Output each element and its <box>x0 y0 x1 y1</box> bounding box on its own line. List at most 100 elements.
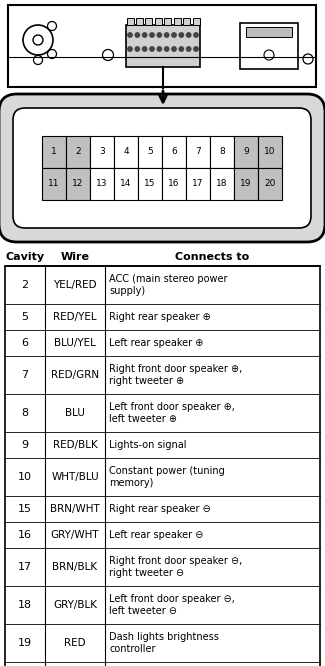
Text: 6: 6 <box>171 147 177 157</box>
Circle shape <box>164 33 169 37</box>
Text: Right rear speaker ⊕: Right rear speaker ⊕ <box>109 312 211 322</box>
Text: 6: 6 <box>21 338 29 348</box>
FancyBboxPatch shape <box>0 94 325 242</box>
Text: 19: 19 <box>18 638 32 648</box>
Text: 8: 8 <box>21 408 29 418</box>
Text: BLU/YEL: BLU/YEL <box>54 338 96 348</box>
Bar <box>90 136 114 168</box>
Text: RED: RED <box>64 638 86 648</box>
Bar <box>5 266 320 666</box>
Bar <box>186 168 210 200</box>
Text: 4: 4 <box>123 147 129 157</box>
Bar <box>66 168 90 200</box>
Circle shape <box>157 33 162 37</box>
Text: Right rear speaker ⊖: Right rear speaker ⊖ <box>109 504 211 514</box>
Text: 10: 10 <box>18 472 32 482</box>
Text: 12: 12 <box>72 180 84 188</box>
Text: 5: 5 <box>147 147 153 157</box>
Text: 9: 9 <box>21 440 29 450</box>
Text: Left front door speaker ⊕,
left tweeter ⊕: Left front door speaker ⊕, left tweeter … <box>109 402 235 424</box>
Bar <box>66 136 90 168</box>
Text: 7: 7 <box>195 147 201 157</box>
Bar <box>174 18 181 25</box>
Circle shape <box>142 47 147 51</box>
Text: RED/BLK: RED/BLK <box>53 440 98 450</box>
Text: 15: 15 <box>144 180 156 188</box>
Bar <box>114 136 138 168</box>
Bar <box>126 18 134 25</box>
Bar <box>210 168 234 200</box>
Text: 9: 9 <box>243 147 249 157</box>
Text: RED/GRN: RED/GRN <box>51 370 99 380</box>
Text: WHT/BLU: WHT/BLU <box>51 472 99 482</box>
Bar <box>114 168 138 200</box>
Text: 18: 18 <box>216 180 228 188</box>
Text: 1: 1 <box>51 147 57 157</box>
Circle shape <box>128 47 132 51</box>
Bar <box>162 136 186 168</box>
Bar <box>126 25 200 67</box>
Text: Cavity: Cavity <box>6 252 45 262</box>
Circle shape <box>150 47 154 51</box>
Bar <box>138 136 162 168</box>
Text: ACC (main stereo power
supply): ACC (main stereo power supply) <box>109 274 228 296</box>
Text: 14: 14 <box>120 180 132 188</box>
Text: 20: 20 <box>264 180 276 188</box>
Text: 18: 18 <box>18 600 32 610</box>
Text: 8: 8 <box>219 147 225 157</box>
Text: GRY/WHT: GRY/WHT <box>51 530 99 540</box>
Text: 15: 15 <box>18 504 32 514</box>
Bar <box>258 136 282 168</box>
Bar <box>234 136 258 168</box>
FancyBboxPatch shape <box>13 108 311 228</box>
Circle shape <box>179 33 184 37</box>
Circle shape <box>135 47 139 51</box>
Circle shape <box>187 47 191 51</box>
Text: Dash lights brightness
controller: Dash lights brightness controller <box>109 632 219 654</box>
Circle shape <box>194 47 198 51</box>
Text: Left front door speaker ⊖,
left tweeter ⊖: Left front door speaker ⊖, left tweeter … <box>109 594 235 616</box>
Bar <box>162 168 186 200</box>
Bar <box>183 18 190 25</box>
Bar <box>246 27 292 37</box>
Bar <box>240 23 298 69</box>
Bar <box>258 168 282 200</box>
Bar <box>210 136 234 168</box>
Text: 2: 2 <box>21 280 29 290</box>
Circle shape <box>157 47 162 51</box>
Bar <box>42 168 66 200</box>
Text: BRN/WHT: BRN/WHT <box>50 504 100 514</box>
Text: Left rear speaker ⊖: Left rear speaker ⊖ <box>109 530 203 540</box>
Bar <box>192 18 200 25</box>
Bar <box>138 168 162 200</box>
Circle shape <box>172 33 176 37</box>
Text: 3: 3 <box>99 147 105 157</box>
Circle shape <box>128 33 132 37</box>
Circle shape <box>142 33 147 37</box>
Text: 2: 2 <box>75 147 81 157</box>
Text: 10: 10 <box>264 147 276 157</box>
Text: 13: 13 <box>96 180 108 188</box>
Bar <box>186 136 210 168</box>
Text: 17: 17 <box>192 180 204 188</box>
Circle shape <box>179 47 184 51</box>
Text: Left rear speaker ⊕: Left rear speaker ⊕ <box>109 338 203 348</box>
Circle shape <box>194 33 198 37</box>
Circle shape <box>172 47 176 51</box>
Bar <box>145 18 152 25</box>
Text: 19: 19 <box>240 180 252 188</box>
Text: Connects to: Connects to <box>176 252 250 262</box>
Bar <box>8 5 316 87</box>
Circle shape <box>164 47 169 51</box>
Text: YEL/RED: YEL/RED <box>53 280 97 290</box>
Text: Constant power (tuning
memory): Constant power (tuning memory) <box>109 466 225 488</box>
Bar <box>90 168 114 200</box>
Text: RED/YEL: RED/YEL <box>53 312 97 322</box>
Circle shape <box>150 33 154 37</box>
Bar <box>155 18 162 25</box>
Text: Wire: Wire <box>60 252 89 262</box>
Text: 16: 16 <box>168 180 180 188</box>
Text: BRN/BLK: BRN/BLK <box>52 562 98 572</box>
Bar <box>234 168 258 200</box>
Text: Lights-on signal: Lights-on signal <box>109 440 187 450</box>
